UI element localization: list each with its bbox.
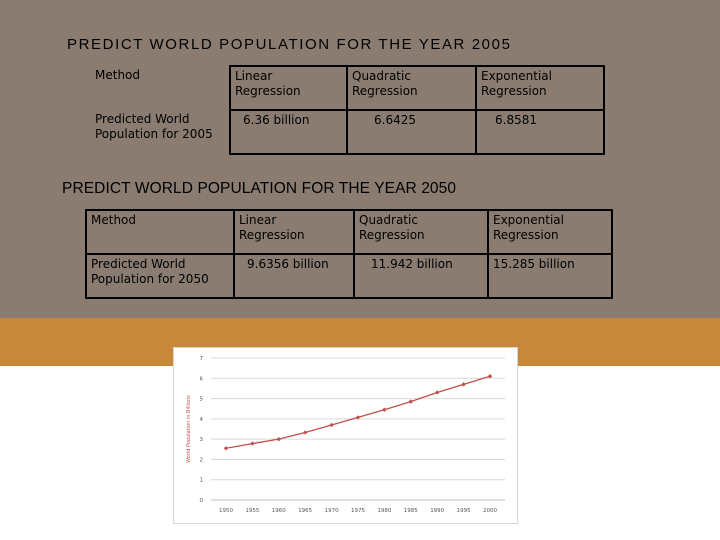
- table-row: Method Linear Regression Quadratic Regre…: [85, 209, 613, 254]
- data-point: [329, 422, 334, 428]
- x-tick-label: 1950: [219, 508, 233, 514]
- y-tick-label: 0: [200, 498, 204, 504]
- x-tick-label: 1955: [245, 508, 259, 514]
- y-tick-label: 1: [200, 478, 204, 484]
- series-line: [225, 375, 491, 449]
- y-axis-label: World Population in Billions: [186, 395, 192, 463]
- data-point: [250, 441, 255, 446]
- row-label: Predicted World Population for 2005: [95, 112, 213, 141]
- y-tick-label: 2: [200, 457, 204, 463]
- header-linear: Linear Regression: [229, 65, 348, 110]
- data-point: [487, 374, 493, 379]
- y-tick-label: 6: [200, 376, 204, 382]
- table-row: Predicted World Population for 2005 6.36…: [91, 109, 605, 155]
- header-method: Method: [85, 209, 234, 254]
- data-point: [355, 415, 361, 420]
- title-2050: PREDICT WORLD POPULATION FOR THE YEAR 20…: [62, 180, 457, 197]
- value-quadratic: 11.942 billion: [353, 253, 489, 299]
- x-tick-label: 1980: [377, 508, 391, 514]
- header-method: Method: [95, 68, 141, 82]
- x-tick-label: 1975: [351, 508, 365, 514]
- y-tick-label: 3: [200, 437, 204, 443]
- data-point: [303, 430, 308, 435]
- y-tick-label: 7: [200, 356, 204, 362]
- value-linear: 6.36 billion: [229, 109, 348, 155]
- x-tick-label: 1990: [430, 508, 444, 514]
- value-quadratic: 6.6425: [346, 109, 477, 155]
- title-2005: PREDICT WORLD POPULATION FOR THE YEAR 20…: [67, 36, 512, 53]
- value-exponential: 6.8581: [475, 109, 605, 155]
- data-point: [435, 390, 440, 395]
- table-2050: Method Linear Regression Quadratic Regre…: [85, 209, 613, 299]
- header-quadratic: Quadratic Regression: [346, 65, 477, 110]
- y-tick-label: 4: [200, 417, 204, 423]
- x-tick-label: 1985: [404, 508, 418, 514]
- header-exponential: Exponential Regression: [487, 209, 613, 254]
- data-point: [276, 436, 281, 442]
- data-point: [461, 382, 466, 387]
- x-tick-label: 1995: [457, 508, 471, 514]
- table-2005: Method Linear Regression Quadratic Regre…: [91, 65, 605, 155]
- header-quadratic: Quadratic Regression: [353, 209, 489, 254]
- value-exponential: 15.285 billion: [487, 253, 613, 299]
- population-chart-svg: 0 1 2 3 4 5 6 7 1950 1955 1960 1965 1970 1975 1980 1985…: [186, 356, 505, 514]
- population-chart: 0 1 2 3 4 5 6 7 1950 1955 1960 1965 1970 1975 1980 1985…: [173, 347, 518, 524]
- row-label: Predicted World Population for 2050: [85, 253, 234, 299]
- x-tick-label: 1970: [325, 508, 339, 514]
- y-tick-label: 5: [200, 397, 204, 403]
- x-tick-label: 2000: [483, 508, 497, 514]
- header-exponential: Exponential Regression: [475, 65, 605, 110]
- data-point: [382, 407, 387, 412]
- table-row: Predicted World Population for 2050 9.63…: [85, 253, 613, 299]
- table-row: Method Linear Regression Quadratic Regre…: [91, 65, 605, 110]
- header-linear: Linear Regression: [233, 209, 355, 254]
- x-tick-label: 1960: [272, 508, 286, 514]
- value-linear: 9.6356 billion: [233, 253, 355, 299]
- data-point: [408, 399, 413, 404]
- data-point: [223, 446, 229, 451]
- x-tick-label: 1965: [298, 508, 312, 514]
